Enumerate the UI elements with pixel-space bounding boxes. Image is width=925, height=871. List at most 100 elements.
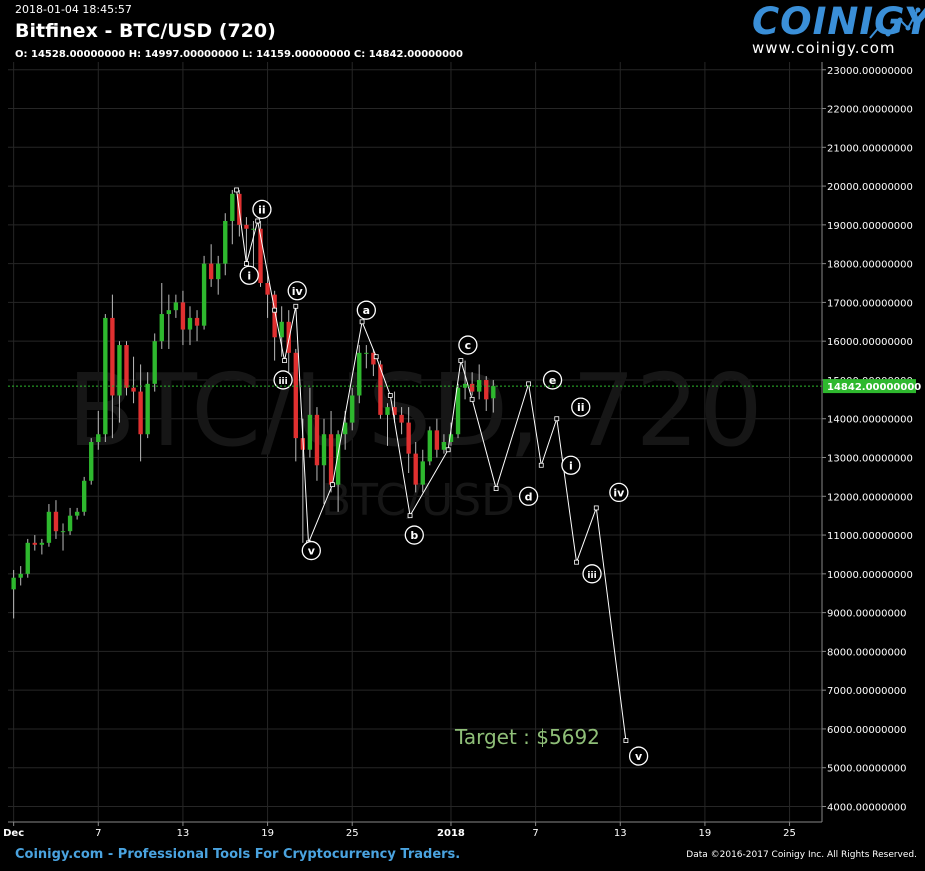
candle-body	[124, 345, 129, 388]
y-tick-label: 11000.00000000	[827, 531, 913, 542]
wave-label-circle	[571, 397, 591, 417]
candle	[328, 410, 334, 493]
wave-vertex	[593, 505, 599, 511]
candle	[293, 348, 298, 462]
candle	[272, 290, 277, 361]
candle	[244, 217, 249, 264]
candle	[357, 345, 362, 404]
wave-label-text: iii	[278, 377, 287, 387]
wave-label: c	[458, 335, 478, 355]
wave-label-circle	[404, 525, 424, 545]
candle	[117, 341, 122, 423]
candle-body	[138, 391, 143, 435]
candle	[371, 348, 376, 377]
candle-body	[469, 383, 475, 392]
candle	[279, 306, 284, 357]
candle	[406, 407, 411, 474]
candle-body	[258, 228, 263, 284]
candle-body	[371, 352, 376, 365]
target-annotation: Target : $5692	[454, 725, 600, 749]
candle-body	[18, 573, 23, 578]
chart-title: Bitfinex - BTC/USD (720)	[15, 20, 276, 42]
candle	[251, 220, 256, 268]
wave-label: a	[356, 300, 376, 320]
wave-label-circle	[239, 265, 259, 285]
wave-label-circle	[301, 540, 321, 561]
candle-body	[427, 430, 432, 462]
candle-body	[455, 387, 461, 435]
candle	[413, 442, 418, 493]
wave-label-text: ii	[577, 401, 585, 414]
candle	[364, 345, 369, 369]
candle-body	[441, 442, 447, 450]
y-tick-label: 8000.00000000	[827, 647, 907, 658]
wave-vertex	[373, 354, 379, 360]
candle-body	[357, 352, 362, 396]
wave-vertex	[623, 738, 629, 743]
candle	[187, 306, 193, 346]
candle	[484, 376, 489, 411]
wave-label: i	[561, 455, 581, 475]
candle-body	[378, 364, 383, 415]
candle	[469, 372, 475, 396]
candle	[314, 407, 320, 481]
wave-vertex	[458, 358, 464, 363]
candle-body	[25, 542, 30, 574]
candle-body	[152, 341, 157, 384]
candle-body	[484, 379, 489, 400]
candle	[180, 290, 186, 346]
candle	[124, 341, 129, 396]
candle-body	[251, 228, 256, 230]
candle-body	[180, 302, 186, 330]
wave-label-text: d	[525, 490, 533, 503]
candle-body	[96, 434, 101, 442]
y-tick-label: 17000.00000000	[827, 298, 913, 309]
candle	[81, 476, 87, 516]
y-tick-label: 16000.00000000	[827, 337, 913, 348]
wave-vertex	[574, 559, 579, 565]
candle	[11, 569, 16, 619]
wave-vertex	[282, 358, 287, 363]
x-tick-label: 19	[261, 828, 274, 839]
wave-label-text: iii	[587, 571, 596, 581]
ohlc-readout: O: 14528.00000000 H: 14997.00000000 L: 1…	[15, 49, 463, 60]
wave-label-circle	[609, 482, 629, 503]
candle-body	[208, 263, 214, 280]
wave-vertex	[234, 187, 239, 193]
watermark-large: BTC/USD, 720	[67, 352, 762, 469]
wave-label-text: b	[410, 529, 418, 542]
wave-label: v	[628, 746, 649, 766]
candle	[420, 449, 425, 493]
candle	[96, 410, 101, 450]
coinigy-logo[interactable]: COINIGY www.coinigy.com	[748, 0, 925, 58]
wave-label-circle	[287, 281, 307, 301]
wave-line	[236, 189, 627, 741]
wave-label-text: a	[363, 304, 370, 317]
candle-body	[89, 442, 94, 481]
candle	[152, 333, 157, 392]
candle-body	[159, 314, 164, 342]
y-tick-label: 10000.00000000	[827, 570, 913, 581]
candle-body	[187, 317, 193, 330]
logo-chart-icon	[869, 7, 921, 39]
candle	[131, 356, 136, 404]
wave-label-text: e	[549, 374, 556, 387]
last-price-marker: 14842.00000000	[8, 379, 921, 394]
candle	[350, 387, 355, 431]
footer-tagline[interactable]: Coinigy.com - Professional Tools For Cry…	[15, 847, 461, 862]
x-tick-label: 2018	[437, 828, 465, 839]
candle-body	[448, 434, 454, 442]
candle-body	[335, 434, 341, 485]
y-tick-label: 23000.00000000	[827, 66, 913, 77]
candle	[138, 364, 143, 462]
x-tick-label: 25	[346, 828, 359, 839]
wave-vertex	[387, 393, 393, 398]
candle	[53, 500, 59, 539]
candle-body	[131, 387, 136, 392]
candle	[230, 189, 235, 245]
candle-body	[434, 430, 440, 450]
candle-body	[201, 263, 207, 326]
x-tick-label: 19	[699, 828, 712, 839]
candle	[39, 538, 45, 555]
wave-vertex	[538, 462, 544, 468]
